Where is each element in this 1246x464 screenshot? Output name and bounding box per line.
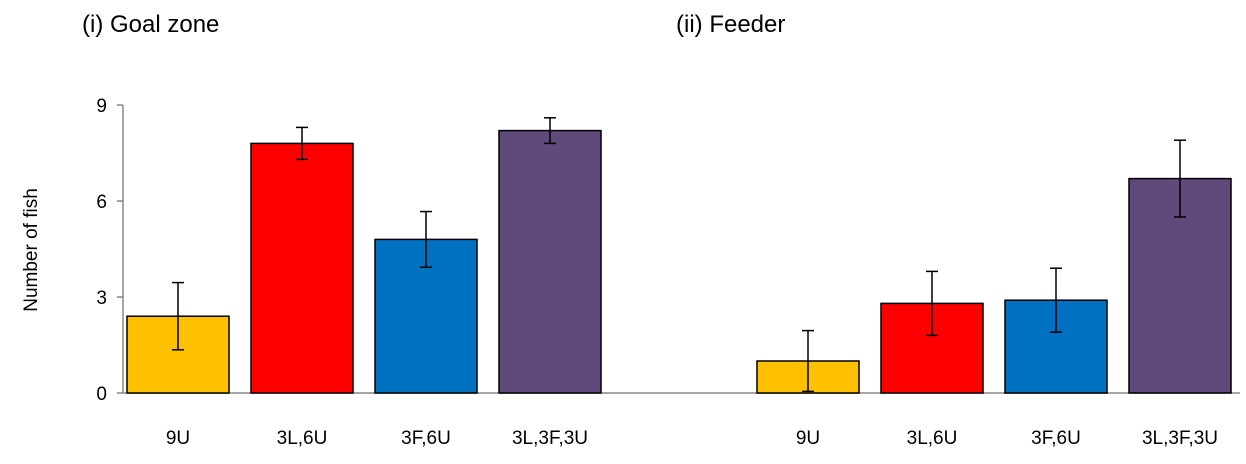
x-tick-label: 9U: [166, 428, 190, 449]
error-bar: [1050, 267, 1062, 333]
error-bar: [802, 329, 814, 393]
x-tick-label: 3F,6U: [1031, 428, 1081, 449]
chart-title: (ii) Feeder: [676, 11, 785, 38]
x-tick-label: 3L,3F,3U: [512, 428, 588, 449]
x-tick-label: 3L,6U: [277, 428, 328, 449]
error-bar: [172, 281, 184, 351]
y-tick-label: 9: [96, 96, 107, 117]
error-bar: [1174, 139, 1186, 218]
error-bar: [926, 270, 938, 337]
bar: [250, 142, 354, 394]
bar: [498, 129, 602, 394]
y-tick-label: 6: [96, 192, 107, 213]
x-tick-label: 3L,3F,3U: [1142, 428, 1218, 449]
error-bar: [420, 210, 432, 268]
x-tick-label: 3L,6U: [907, 428, 958, 449]
y-axis-label: Number of fish: [21, 188, 42, 312]
y-tick-label: 0: [96, 384, 107, 405]
chart-title: (i) Goal zone: [82, 11, 219, 38]
error-bar: [296, 126, 308, 161]
x-tick-label: 9U: [796, 428, 820, 449]
error-bar: [544, 117, 556, 145]
x-tick-label: 3F,6U: [401, 428, 451, 449]
y-tick-label: 3: [96, 288, 107, 309]
